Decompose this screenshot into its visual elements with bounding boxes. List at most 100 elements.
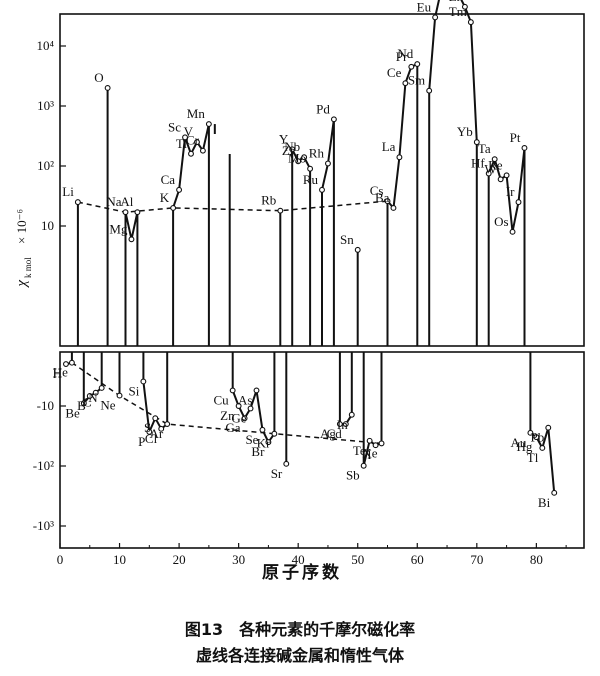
element-label: Nd (397, 46, 413, 61)
data-points (63, 3, 558, 496)
x-tick-label: 70 (470, 552, 483, 567)
element-label: Sc (168, 119, 181, 134)
data-point (551, 489, 558, 496)
element-label: I (367, 447, 371, 462)
element-label: Kr (257, 436, 271, 451)
x-tick-label: 20 (173, 552, 186, 567)
element-label: Pr (396, 49, 408, 64)
element-label: Pb (531, 430, 545, 445)
data-point (342, 421, 349, 428)
element-label: Er (449, 0, 462, 4)
element-label: Mn (187, 106, 206, 121)
element-label: In (337, 417, 348, 432)
element-label: Si (129, 383, 140, 398)
element-label: Bi (538, 495, 551, 510)
y-tick-label: -10² (33, 458, 54, 473)
magnetic-susceptibility-line (529, 352, 556, 493)
data-point (539, 444, 546, 451)
element-label: La (382, 139, 396, 154)
element-label: Ag (320, 426, 336, 441)
element-label: B (77, 398, 86, 413)
data-point (509, 228, 516, 235)
element-label: Tm (449, 4, 467, 19)
element-label: Nb (284, 139, 300, 154)
y-tick-label: 10³ (37, 98, 54, 113)
data-point (235, 403, 242, 409)
data-point (104, 84, 111, 91)
element-label: Ca (161, 172, 176, 187)
element-label: Rh (309, 146, 325, 161)
element-label: Hf (471, 155, 485, 170)
data-point (521, 144, 528, 151)
element-label: Cu (214, 392, 230, 407)
element-label: Sn (340, 232, 354, 247)
data-point (289, 146, 296, 153)
data-point (503, 172, 510, 179)
x-tick-label: 0 (57, 552, 64, 567)
data-point (515, 199, 522, 206)
data-point (307, 165, 314, 172)
data-point (98, 384, 105, 391)
data-point (354, 246, 361, 253)
y-tick-label: 10 (41, 218, 54, 233)
magnetic-susceptibility-line (231, 352, 276, 445)
data-point (473, 139, 480, 146)
data-point (390, 204, 397, 211)
element-label: Se (245, 432, 258, 447)
data-point (325, 160, 331, 167)
element-label: He (53, 365, 68, 380)
element-label: Br (251, 444, 265, 459)
data-point (253, 387, 260, 394)
data-point (527, 429, 534, 436)
element-label: Yb (457, 124, 473, 139)
data-point (301, 154, 308, 161)
element-label: Tl (527, 450, 539, 465)
data-point (188, 150, 194, 157)
data-point (146, 428, 153, 435)
element-label: Cl (145, 431, 158, 446)
element-label: Cd (327, 426, 343, 441)
element-label: Ru (303, 172, 319, 187)
element-label: Au (511, 435, 527, 450)
x-axis-label: 原子序数 (262, 562, 342, 583)
data-point (295, 158, 302, 165)
element-label: Y (279, 131, 289, 146)
data-point (170, 204, 177, 211)
data-point (497, 176, 504, 183)
x-tick-label: 80 (530, 552, 543, 567)
x-tick-label: 60 (411, 552, 424, 567)
element-label: Be (65, 405, 80, 420)
data-point (545, 424, 552, 431)
element-label: Sm (408, 73, 425, 88)
data-point (140, 378, 147, 385)
data-point (134, 209, 141, 216)
data-point (485, 170, 492, 177)
y-axis-subscript: k mol (23, 257, 33, 278)
element-label: H (53, 366, 62, 381)
y-tick-label: -10 (37, 398, 54, 413)
element-label: Rb (261, 193, 276, 208)
data-point (158, 425, 165, 432)
magnetic-susceptibility-line (82, 352, 103, 407)
element-label: C (83, 395, 92, 410)
element-label: P (138, 434, 145, 449)
element-label: Ar (149, 426, 163, 441)
data-point (384, 198, 391, 205)
data-point (378, 440, 385, 447)
element-label: O (94, 70, 103, 85)
data-point (414, 61, 421, 68)
data-point (360, 462, 367, 469)
data-point (265, 439, 272, 446)
data-point (283, 460, 290, 467)
series-lines (65, 0, 556, 493)
element-label: Pt (510, 130, 521, 145)
data-point (152, 415, 159, 422)
element-label: Ge (231, 410, 246, 425)
element-label: As (238, 392, 252, 407)
element-label: Mg (109, 221, 128, 236)
element-label: Sb (346, 468, 360, 483)
data-point (241, 415, 248, 422)
data-point (74, 199, 81, 206)
element-label: Mo (288, 151, 306, 166)
data-point (259, 426, 266, 433)
